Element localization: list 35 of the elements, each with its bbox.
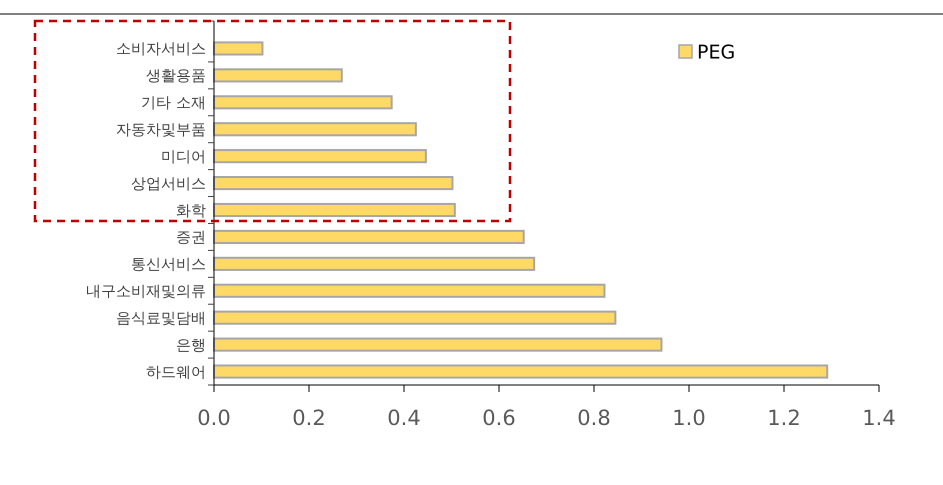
- y-tick-label: 통신서비스: [131, 255, 206, 274]
- bar: [213, 122, 417, 136]
- bar: [213, 202, 456, 218]
- y-tick-label: 음식료및담배: [116, 308, 206, 327]
- bar: [213, 310, 616, 325]
- y-tick-label: 자동차및부품: [116, 120, 206, 138]
- x-tick-label: 0.0: [197, 406, 231, 430]
- bar: [213, 149, 427, 164]
- y-tick-label: 기타 소재: [141, 94, 206, 112]
- y-tick-label: 내구소비재및의류: [86, 282, 206, 300]
- y-tick-label: 하드웨어: [146, 362, 206, 381]
- y-tick-label: 생활용품: [146, 66, 206, 85]
- y-tick-label: 증권: [176, 228, 206, 246]
- y-tick-label: 상업서비스: [131, 174, 206, 192]
- x-tick-label: 0.6: [482, 406, 516, 430]
- bar: [213, 256, 536, 271]
- bar: [213, 41, 264, 56]
- bar: [213, 284, 606, 298]
- x-tick-label: 1.2: [767, 406, 801, 430]
- bar: [213, 364, 828, 379]
- y-tick-label: 소비자서비스: [116, 40, 206, 58]
- bar: [213, 338, 662, 352]
- y-tick-label: 화학: [176, 201, 206, 220]
- bar: [213, 230, 525, 244]
- y-tick-label: 미디어: [161, 147, 206, 166]
- bar: [213, 95, 393, 110]
- x-tick-label: 0.2: [292, 406, 326, 430]
- bar: [213, 176, 454, 190]
- bar: [213, 68, 343, 82]
- x-tick-label: 0.8: [577, 406, 611, 430]
- x-tick-label: 0.4: [387, 406, 421, 430]
- y-tick-label: 은행: [176, 336, 206, 354]
- legend-label: PEG: [697, 42, 736, 64]
- x-tick-label: 1.4: [862, 406, 896, 430]
- x-tick-label: 1.0: [672, 406, 706, 430]
